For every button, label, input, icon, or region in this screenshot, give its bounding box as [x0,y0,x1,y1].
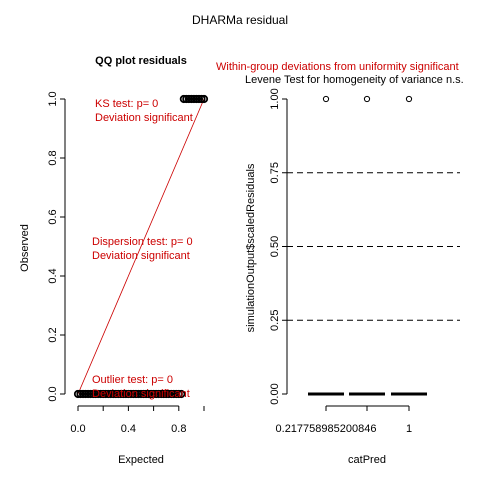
qq-x-tick-label: 0.0 [70,423,85,435]
box-y-tick-label: 0.75 [269,162,281,183]
box-plot-subtitle: Levene Test for homogeneity of variance … [245,74,464,86]
box-outlier-point [322,95,330,103]
qq-y-tick-label: 0.8 [47,150,59,165]
qq-reference-line [77,98,205,395]
qq-annotation-result: Deviation significant [95,112,193,124]
box-axes: 0.217758985200846 1 0.00 0.25 0.50 0.75 1.00 [269,88,412,435]
qq-y-tick-label: 0.6 [47,209,59,224]
qq-x-tick-label: 0.8 [171,423,186,435]
box-x-tick-label: 1 [406,423,412,435]
box-y-axis-label: simulationOutput$scaledResiduals [245,163,257,332]
box-y-tick-label: 1.00 [269,88,281,109]
qq-annotation-test: Dispersion test: p= 0 [92,236,193,248]
qq-axes: 0.0 0.4 0.8 0.0 0.2 0.4 0.6 0.8 1.0 [47,91,205,435]
qq-test-annotations: KS test: p= 0 Deviation significant Disper… [92,98,193,400]
qq-y-axis-label: Observed [19,224,31,272]
box-y-tick-label: 0.50 [269,236,281,257]
qq-y-tick-label: 1.0 [47,91,59,106]
qq-annotation-test: KS test: p= 0 [95,98,158,110]
box-reference-lines [287,172,460,321]
figure-title: DHARMa residual [192,13,288,27]
qq-x-axis-label: Expected [118,454,164,466]
box-x-tick-label: 0.217758985200846 [276,423,377,435]
box-outlier-point [363,95,371,103]
box-outlier-point [405,95,413,103]
qq-y-tick-label: 0.2 [47,327,59,342]
qq-annotation-result: Deviation significant [92,388,190,400]
qq-x-tick-label: 0.4 [121,423,136,435]
qq-annotation-result: Deviation significant [92,250,190,262]
qq-reference-line-segment [77,98,205,395]
box-plot-title: Within-group deviations from uniformity … [216,61,459,73]
box-y-tick-label: 0.25 [269,310,281,331]
box-x-axis-label: catPred [348,454,386,466]
qq-point [177,389,186,399]
qq-points [73,94,209,399]
qq-annotation-test: Outlier test: p= 0 [92,374,173,386]
qq-plot-panel: QQ plot residuals 0.0 0.4 0.80.00.20.40.60… [19,55,209,466]
qq-y-tick-label: 0.4 [47,268,59,283]
box-y-tick-label: 0.00 [269,383,281,404]
box-groups [308,95,427,396]
qq-y-tick-label: 0.0 [47,386,59,401]
qq-plot-title: QQ plot residuals [95,55,187,67]
residual-vs-predictor-panel: Within-group deviations from uniformity … [216,61,464,466]
qq-point [199,94,209,104]
